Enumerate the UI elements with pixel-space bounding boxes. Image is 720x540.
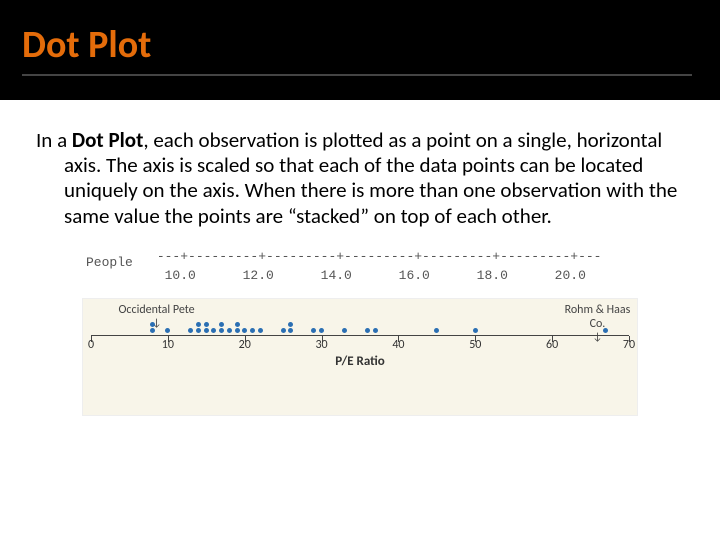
para-rest: , each observation is plotted as a point…	[64, 127, 677, 229]
dot-point	[373, 328, 378, 333]
para-lead: In a	[36, 127, 72, 153]
dot-point	[219, 328, 224, 333]
dotplot-panel: Occidental Pete ↓ Rohm & Haas Co. ↓ 0102…	[82, 298, 638, 416]
dot-point	[258, 328, 263, 333]
dot-point	[150, 328, 155, 333]
dot-point	[227, 328, 232, 333]
dot-point	[288, 322, 293, 327]
dot-point	[250, 328, 255, 333]
axis-tick-label: 10	[162, 338, 174, 352]
dot-point	[473, 328, 478, 333]
description-paragraph: In a Dot Plot, each observation is plott…	[36, 128, 684, 229]
dot-point	[188, 328, 193, 333]
people-axis-block: People ---+---------+---------+---------…	[82, 247, 638, 286]
axis-tick-label: 0	[88, 338, 94, 352]
dot-point	[319, 328, 324, 333]
axis-tick-label: 20	[239, 338, 251, 352]
tick-label-row: 010203040506070	[91, 336, 629, 352]
dot-point	[196, 322, 201, 327]
dot-point	[311, 328, 316, 333]
dot-point	[165, 328, 170, 333]
dot-point	[204, 322, 209, 327]
para-term: Dot Plot	[72, 127, 143, 153]
dot-point	[288, 328, 293, 333]
dot-point	[196, 328, 201, 333]
dot-point	[281, 328, 286, 333]
axis-tick-label: 40	[392, 338, 404, 352]
axis-tick-label: 50	[469, 338, 481, 352]
axis-tick-label: 70	[623, 338, 635, 352]
dot-point	[235, 322, 240, 327]
dot-point	[235, 328, 240, 333]
x-axis-label: P/E Ratio	[91, 354, 629, 369]
dot-point	[342, 328, 347, 333]
dot-point	[603, 328, 608, 333]
dot-point	[434, 328, 439, 333]
dot-point	[242, 328, 247, 333]
dot-point	[365, 328, 370, 333]
axis-tick-label: 60	[546, 338, 558, 352]
dot-strip	[91, 305, 629, 335]
title-bar: Dot Plot	[0, 0, 720, 100]
content-body: In a Dot Plot, each observation is plott…	[0, 100, 720, 416]
dot-point	[204, 328, 209, 333]
figure-area: People ---+---------+---------+---------…	[82, 247, 638, 416]
people-axis-scale: ---+---------+---------+---------+------…	[157, 247, 602, 286]
dot-point	[211, 328, 216, 333]
people-axis-label: People	[86, 247, 133, 270]
dot-point	[150, 322, 155, 327]
axis-tick-label: 30	[315, 338, 327, 352]
dot-point	[219, 322, 224, 327]
page-title: Dot Plot	[22, 22, 692, 76]
